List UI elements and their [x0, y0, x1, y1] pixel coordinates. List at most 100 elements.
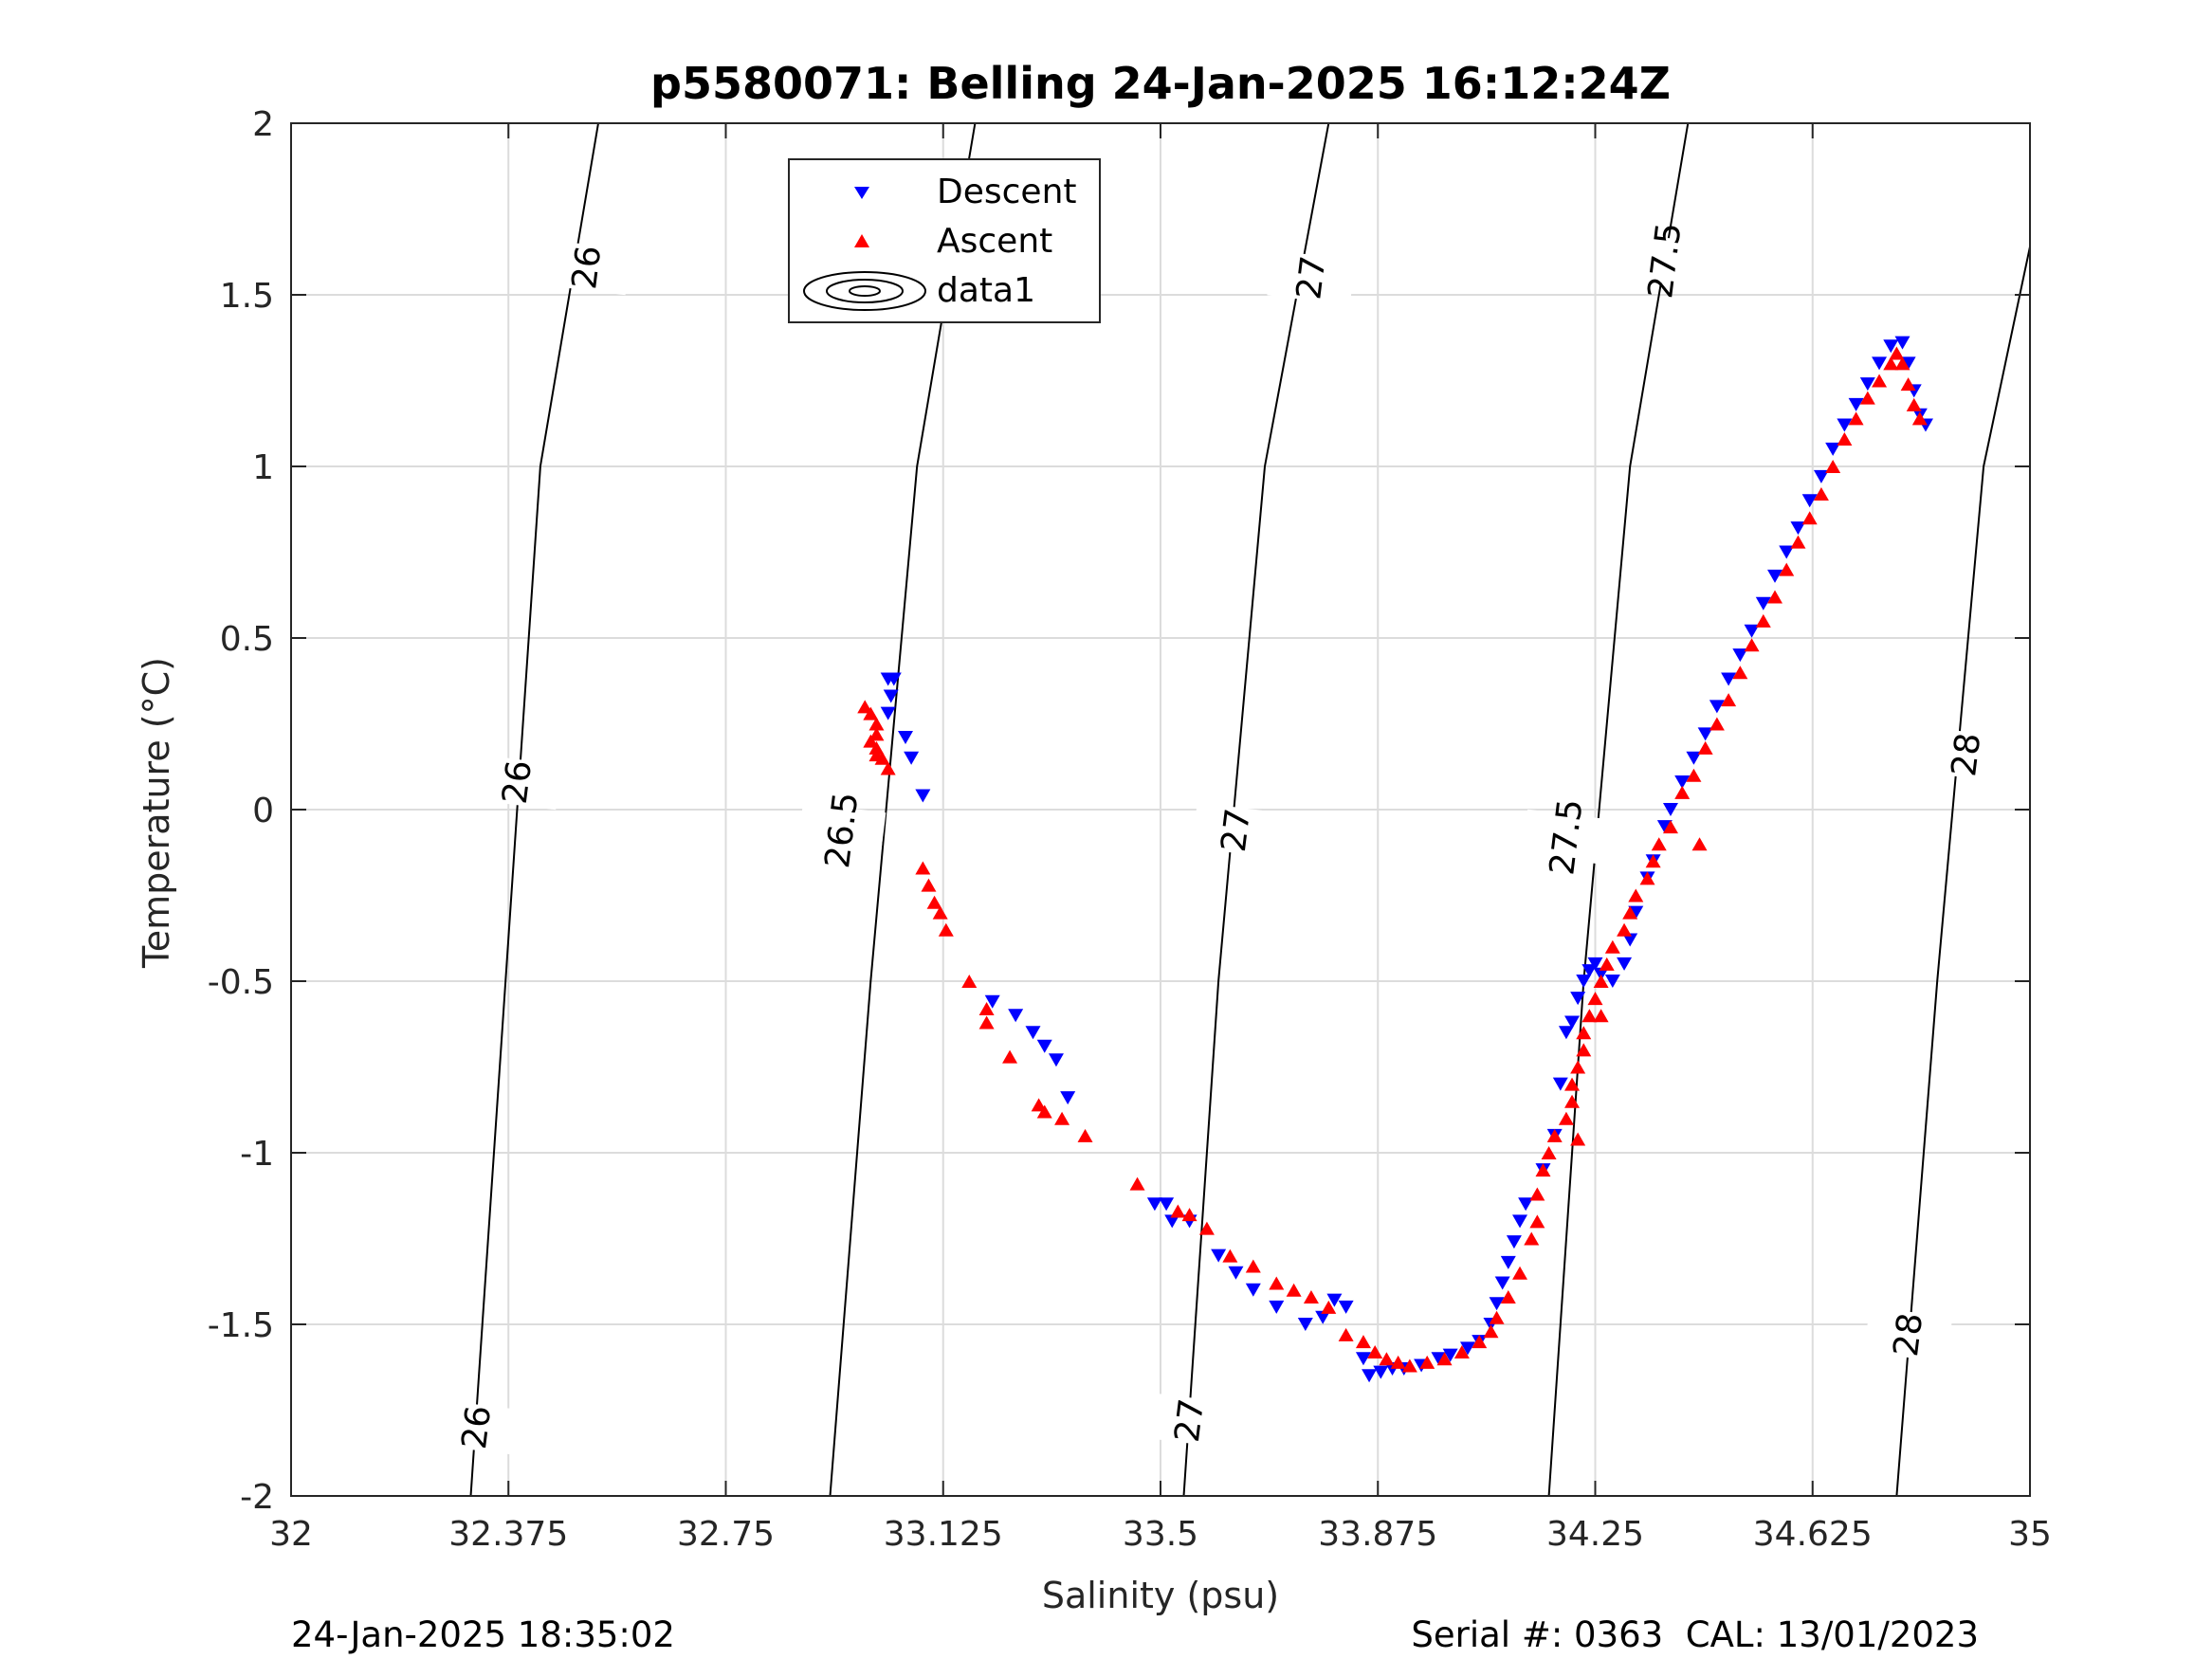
x-axis-label: Salinity (psu): [1042, 1575, 1279, 1616]
legend-descent-marker: [854, 187, 869, 199]
y-axis-ticks: 2 1.5 1 0.5 0 -0.5 -1 -1.5 -2: [208, 105, 2030, 1517]
descent-point: [1211, 1249, 1227, 1263]
y-tick-label: -0.5: [208, 963, 274, 1002]
descent-point: [1622, 933, 1638, 947]
ascent-point: [1581, 1009, 1598, 1023]
descent-point: [1494, 1276, 1510, 1290]
descent-point: [1617, 957, 1633, 971]
ascent-point: [1604, 939, 1620, 954]
contour-label-gap: [1922, 726, 2011, 783]
legend-data1-label: data1: [937, 271, 1035, 310]
descent-point: [1721, 672, 1737, 686]
ascent-point: [1129, 1176, 1145, 1191]
descent-point: [1159, 1197, 1175, 1212]
descent-point: [1825, 442, 1841, 456]
ascent-point: [926, 895, 942, 909]
descent-point: [1872, 356, 1888, 371]
descent-point: [1564, 1015, 1581, 1030]
descent-point: [1674, 775, 1691, 790]
ascent-point: [1889, 346, 1905, 360]
y-tick-label: 1: [252, 448, 274, 487]
ascent-point: [1801, 511, 1818, 525]
contour-label: 26: [455, 1403, 499, 1450]
contour-line-26: [469, 122, 599, 1497]
descent-point: [1697, 727, 1713, 741]
x-tick-label: 33.125: [884, 1515, 1003, 1554]
descent-point: [1460, 1341, 1476, 1356]
ascent-point: [1546, 1128, 1563, 1142]
ascent-point: [938, 922, 954, 937]
ascent-point: [1825, 460, 1841, 473]
descent-point: [1628, 905, 1644, 920]
ascent-point: [1269, 1276, 1285, 1290]
y-tick-label: 0.5: [220, 620, 274, 659]
ascent-point: [1662, 820, 1678, 834]
ascent-point: [915, 861, 931, 875]
ascent-point: [1755, 613, 1771, 628]
ascent-point: [1570, 1132, 1586, 1146]
ascent-point: [868, 727, 885, 741]
ascent-point: [1419, 1355, 1435, 1369]
ascent-point: [1077, 1128, 1093, 1142]
ascent-point: [1576, 1026, 1592, 1040]
ascent-point: [1651, 837, 1667, 851]
y-tick-label: 2: [252, 105, 274, 144]
descent-point: [1373, 1365, 1389, 1379]
descent-point: [880, 706, 896, 720]
contour-label-gap: [432, 1399, 521, 1455]
ascent-point: [1436, 1352, 1453, 1366]
ascent-point: [1321, 1300, 1337, 1314]
ascent-point: [1535, 1163, 1551, 1177]
ascent-point: [1355, 1335, 1371, 1349]
descent-point: [1558, 1026, 1574, 1040]
y-tick-label: -2: [240, 1478, 274, 1517]
descent-point: [1801, 494, 1818, 508]
contour-label-gap: [472, 754, 562, 811]
y-tick-label: -1: [240, 1135, 274, 1174]
ascent-point: [1512, 1266, 1528, 1280]
contour-label: 27.5: [1641, 221, 1689, 301]
descent-point: [915, 789, 931, 803]
ascent-point: [1697, 740, 1713, 755]
ascent-point: [1379, 1352, 1395, 1366]
y-tick-label: 0: [252, 792, 274, 830]
descent-point: [1894, 336, 1910, 350]
descent-point: [1744, 624, 1760, 638]
x-tick-label: 34.25: [1546, 1515, 1644, 1554]
ascent-series: [857, 346, 1928, 1373]
contour-label-gap: [797, 802, 887, 858]
ascent-point: [1036, 1104, 1052, 1119]
x-tick-label: 33.5: [1123, 1515, 1198, 1554]
ascent-point: [874, 751, 890, 765]
descent-point: [1662, 803, 1678, 816]
ascent-point: [1524, 1231, 1540, 1246]
ascent-point: [1564, 1077, 1581, 1091]
ascent-point: [932, 905, 948, 920]
ascent-point: [1639, 871, 1655, 885]
ascent-point: [880, 761, 896, 775]
x-tick-label: 32.375: [448, 1515, 568, 1554]
x-tick-label: 32: [269, 1515, 313, 1554]
y-tick-label: 1.5: [220, 277, 274, 316]
descent-point: [886, 672, 902, 686]
ascent-point: [1303, 1290, 1319, 1304]
ascent-point: [1848, 411, 1864, 426]
ascent-point: [1779, 562, 1795, 576]
descent-point: [1587, 957, 1603, 971]
contour-label-gap: [1144, 1393, 1234, 1449]
contour-label: 26.5: [818, 791, 866, 871]
ascent-point: [868, 740, 885, 755]
descent-point: [1060, 1091, 1076, 1105]
descent-point: [898, 730, 914, 744]
legend: Descent Ascent data1: [788, 158, 1101, 323]
descent-point: [1604, 975, 1620, 988]
ascent-point: [1837, 432, 1853, 447]
descent-point: [1512, 1214, 1528, 1229]
chart-title: p5580071: Belling 24-Jan-2025 16:12:24Z: [650, 58, 1671, 109]
contour-label-gap: [1267, 249, 1356, 306]
ascent-point: [1906, 397, 1922, 411]
footer-timestamp: 24-Jan-2025 18:35:02: [291, 1614, 675, 1655]
descent-point: [1732, 648, 1748, 663]
descent-point: [1048, 1053, 1064, 1067]
